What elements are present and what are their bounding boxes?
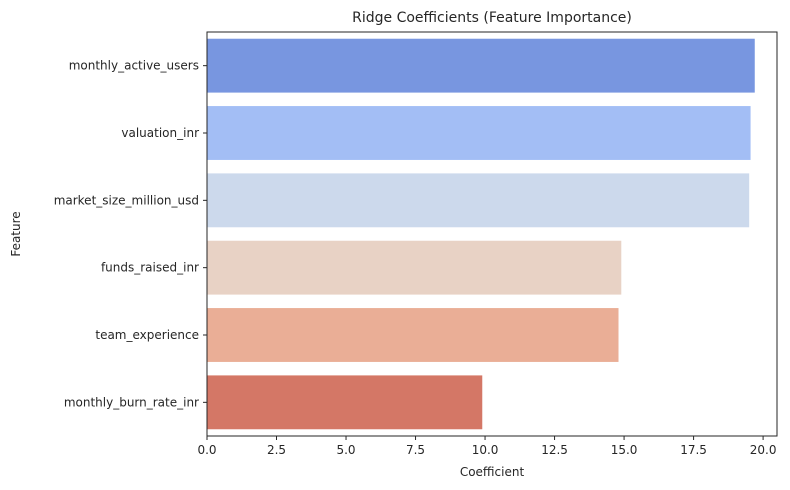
y-tick-label: team_experience	[95, 328, 199, 342]
y-tick-label: market_size_million_usd	[54, 193, 199, 207]
y-axis-label: Feature	[9, 211, 23, 256]
y-tick-label: monthly_burn_rate_inr	[64, 395, 199, 409]
x-tick-label: 2.5	[267, 443, 286, 457]
bar-monthly_active_users	[207, 38, 755, 93]
bar-monthly_burn_rate_inr	[207, 375, 483, 430]
bar-valuation_inr	[207, 106, 751, 160]
y-tick-labels: monthly_active_users valuation_inr market_…	[54, 59, 207, 409]
x-tick-label: 0.0	[197, 443, 216, 457]
x-tick-labels: 0.0 2.5 5.0 7.5 10.0 12.5 15.0 17.5 20.0	[197, 436, 776, 457]
bar-team_experience	[207, 308, 619, 362]
x-tick-label: 7.5	[406, 443, 425, 457]
x-tick-label: 17.5	[680, 443, 707, 457]
plot-frame	[206, 31, 778, 437]
y-tick-label: valuation_inr	[121, 126, 199, 140]
x-axis-label: Coefficient	[460, 465, 525, 479]
x-tick-label: 12.5	[541, 443, 568, 457]
bars-group	[207, 38, 755, 430]
bar-funds_raised_inr	[207, 240, 622, 295]
y-tick-label: monthly_active_users	[69, 59, 199, 73]
x-tick-label: 10.0	[472, 443, 499, 457]
x-tick-label: 15.0	[611, 443, 638, 457]
chart-title: Ridge Coefficients (Feature Importance)	[352, 10, 632, 26]
x-tick-label: 20.0	[750, 443, 777, 457]
y-tick-label: funds_raised_inr	[101, 261, 199, 275]
bar-market_size_million_usd	[207, 173, 750, 228]
x-tick-label: 5.0	[336, 443, 355, 457]
